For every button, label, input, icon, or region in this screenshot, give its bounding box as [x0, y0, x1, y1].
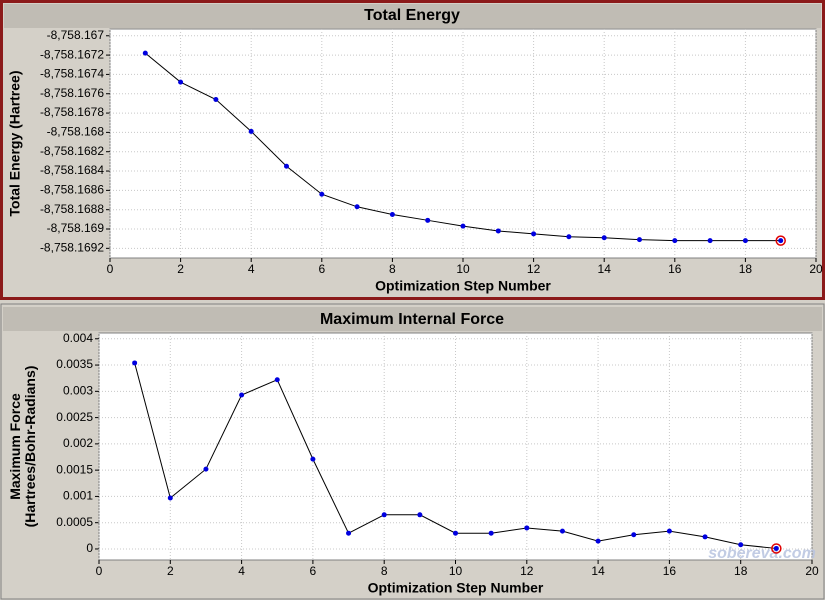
- x-tick-label: 4: [248, 262, 255, 276]
- data-point: [495, 228, 501, 234]
- x-tick-label: 16: [663, 564, 677, 578]
- data-point: [319, 191, 325, 197]
- data-point: [666, 528, 672, 534]
- x-axis-label: Optimization Step Number: [375, 278, 551, 294]
- data-point: [346, 530, 352, 536]
- x-tick-label: 18: [739, 262, 753, 276]
- data-point: [601, 235, 607, 241]
- data-point: [631, 532, 637, 538]
- data-point: [637, 237, 642, 243]
- y-tick-label: -8,758.1674: [40, 67, 104, 81]
- x-tick-label: 14: [598, 262, 612, 276]
- data-point: [310, 456, 316, 462]
- data-point: [531, 231, 537, 237]
- y-axis-label: Total Energy (Hartree): [7, 71, 23, 217]
- data-point: [778, 238, 784, 244]
- title-bar: [3, 307, 822, 331]
- data-point: [566, 234, 572, 240]
- y-tick-label: 0.0015: [56, 462, 93, 476]
- data-point: [142, 50, 148, 56]
- x-tick-label: 8: [381, 564, 388, 578]
- y-tick-label: 0.002: [63, 436, 93, 450]
- data-point: [742, 238, 748, 244]
- highlight-ring: [771, 543, 782, 554]
- y-tick-label: 0: [86, 541, 93, 555]
- x-tick-label: 20: [805, 564, 819, 578]
- x-tick-label: 6: [318, 262, 325, 276]
- data-point: [178, 79, 184, 85]
- y-tick-label: 0.0025: [56, 410, 93, 424]
- data-point: [738, 542, 744, 548]
- chart-title: Maximum Internal Force: [320, 311, 504, 328]
- data-point: [248, 128, 254, 134]
- y-tick-label: -8,758.168: [47, 125, 105, 139]
- y-tick-label: -8,758.1692: [40, 241, 104, 255]
- data-point: [389, 212, 395, 218]
- chart-title: Total Energy: [364, 7, 460, 24]
- y-tick-label: -8,758.1678: [40, 105, 104, 119]
- y-tick-label: -8,758.167: [47, 28, 105, 42]
- x-tick-label: 0: [107, 262, 114, 276]
- y-tick-label: -8,758.1682: [40, 144, 104, 158]
- data-point: [773, 545, 779, 551]
- x-tick-label: 10: [449, 564, 463, 578]
- y-axis-label: (Hartrees/Bohr-Radians): [22, 366, 38, 528]
- x-tick-label: 2: [177, 262, 184, 276]
- y-tick-label: 0.0035: [56, 357, 93, 371]
- data-point: [239, 392, 245, 398]
- y-tick-label: -8,758.169: [47, 221, 105, 235]
- data-point: [702, 534, 708, 540]
- x-tick-label: 14: [591, 564, 605, 578]
- data-point: [274, 377, 280, 383]
- x-tick-label: 0: [96, 564, 103, 578]
- data-point: [354, 204, 360, 210]
- watermark: sobereva.com: [708, 545, 816, 562]
- x-tick-label: 6: [310, 564, 317, 578]
- x-tick-label: 10: [456, 262, 470, 276]
- y-tick-label: -8,758.1672: [40, 47, 104, 61]
- y-tick-label: 0.001: [63, 489, 93, 503]
- data-point: [672, 238, 678, 244]
- y-tick-label: -8,758.1684: [40, 163, 104, 177]
- data-point: [595, 538, 601, 544]
- x-tick-label: 16: [668, 262, 682, 276]
- x-axis-label: Optimization Step Number: [368, 580, 544, 596]
- y-tick-label: -8,758.1686: [40, 183, 104, 197]
- x-tick-label: 18: [734, 564, 748, 578]
- x-tick-label: 2: [167, 564, 174, 578]
- data-point: [132, 360, 138, 366]
- y-tick-label: 0.004: [63, 331, 93, 345]
- data-point: [524, 525, 530, 531]
- y-tick-label: 0.003: [63, 383, 93, 397]
- y-tick-label: -8,758.1688: [40, 202, 104, 216]
- data-point: [460, 223, 466, 229]
- data-point: [488, 530, 494, 536]
- x-tick-label: 8: [389, 262, 396, 276]
- highlight-ring: [775, 235, 786, 246]
- data-point: [381, 512, 387, 518]
- data-point: [559, 528, 565, 534]
- y-tick-label: 0.0005: [56, 515, 93, 529]
- x-tick-label: 20: [809, 262, 823, 276]
- y-axis-label: Maximum Force: [7, 393, 23, 500]
- data-point: [167, 495, 173, 501]
- data-point: [213, 97, 219, 103]
- data-point: [203, 466, 209, 472]
- y-tick-label: -8,758.1676: [40, 86, 104, 100]
- title-bar: [4, 4, 821, 28]
- data-point: [453, 530, 458, 536]
- x-tick-label: 12: [520, 564, 534, 578]
- data-point: [417, 512, 423, 518]
- data-point: [707, 238, 713, 244]
- x-tick-label: 4: [238, 564, 245, 578]
- data-point: [284, 163, 289, 169]
- x-tick-label: 12: [527, 262, 541, 276]
- data-point: [425, 217, 431, 223]
